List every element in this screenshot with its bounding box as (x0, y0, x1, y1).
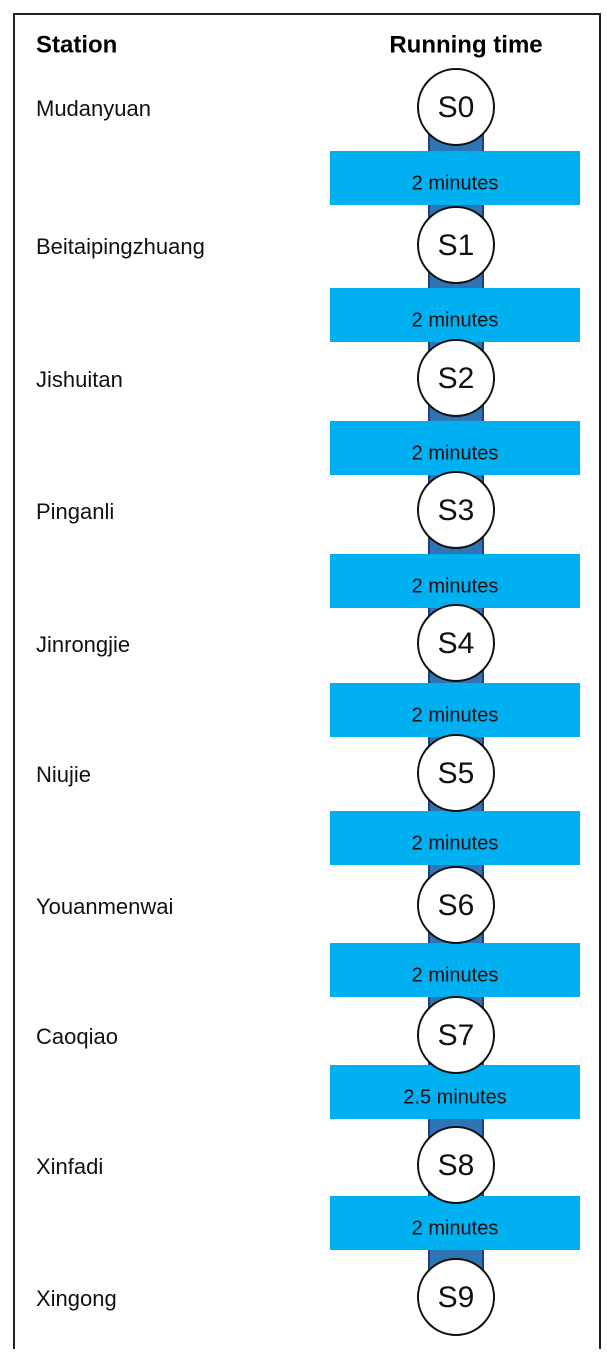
segment-label: 2 minutes (412, 1217, 499, 1239)
station-circle (417, 866, 495, 944)
frame (13, 13, 601, 1349)
segment-bar (330, 943, 580, 997)
segment-label: 2 minutes (412, 832, 499, 854)
station-name: Xingong (36, 1286, 117, 1311)
station-code: S2 (438, 362, 475, 395)
segment-bar (330, 288, 580, 342)
station-name: Jinrongjie (36, 632, 130, 657)
station-circle (417, 339, 495, 417)
segment-bar (330, 151, 580, 205)
station-code: S8 (438, 1149, 475, 1182)
station-circle (417, 734, 495, 812)
station-circle (417, 68, 495, 146)
station-code: S6 (438, 889, 475, 922)
station-code: S0 (438, 91, 475, 124)
station-circle (417, 206, 495, 284)
station-name: Jishuitan (36, 367, 123, 392)
station-circle (417, 1126, 495, 1204)
segment-label: 2 minutes (412, 704, 499, 726)
segment-label: 2 minutes (412, 964, 499, 986)
station-code: S1 (438, 229, 475, 262)
segment-bar (330, 421, 580, 475)
station-circle (417, 604, 495, 682)
station-name: Caoqiao (36, 1024, 118, 1049)
segment-bar (330, 1196, 580, 1250)
station-circle (417, 996, 495, 1074)
station-code: S9 (438, 1281, 475, 1314)
segment-label: 2 minutes (412, 172, 499, 194)
segment-bar (330, 1065, 580, 1119)
station-name: Mudanyuan (36, 96, 151, 121)
segment-bar (330, 683, 580, 737)
station-circle (417, 471, 495, 549)
segment-bar (330, 554, 580, 608)
station-code: S7 (438, 1019, 475, 1052)
station-name: Pinganli (36, 499, 114, 524)
segment-label: 2 minutes (412, 309, 499, 331)
station-name: Xinfadi (36, 1154, 103, 1179)
station-code: S3 (438, 494, 475, 527)
segment-label: 2.5 minutes (403, 1086, 506, 1108)
station-name: Niujie (36, 762, 91, 787)
station-name: Youanmenwai (36, 894, 173, 919)
station-code: S5 (438, 757, 475, 790)
segment-bar (330, 811, 580, 865)
segment-label: 2 minutes (412, 442, 499, 464)
station-circle (417, 1258, 495, 1336)
running-time-header: Running time (389, 31, 542, 58)
segment-label: 2 minutes (412, 575, 499, 597)
station-name: Beitaipingzhuang (36, 234, 205, 259)
station-header: Station (36, 31, 117, 58)
station-code: S4 (438, 627, 475, 660)
